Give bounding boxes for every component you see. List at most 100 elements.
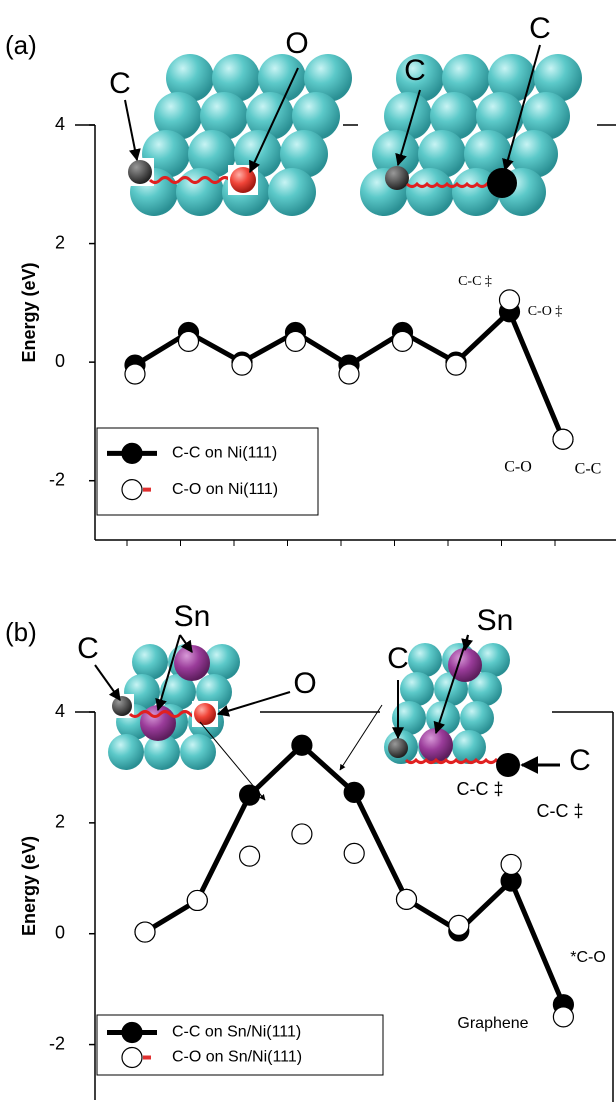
atom-sphere [400,672,434,706]
structure-images [94,44,582,801]
arrow [124,99,141,162]
data-point [343,842,365,864]
panel-label: (a) [5,30,37,60]
annotation: C-C ‡ [536,801,583,821]
atom-sphere [176,168,224,216]
atom-label: C [529,12,551,45]
atom-sphere [280,130,328,178]
atom [230,167,256,193]
atom-sphere [452,730,486,764]
data-point [284,330,307,352]
atom-sphere [442,54,490,102]
atom-sphere [268,168,316,216]
bond-path [404,757,508,764]
atom-label: Sn [174,600,211,633]
data-point [552,1006,575,1028]
atom-sphere [160,674,196,710]
data-point [395,888,418,910]
y-tick-label: 0 [55,351,65,371]
y-tick-label: 0 [55,922,65,942]
atom [388,738,408,758]
y-tick-label: 2 [55,232,65,252]
data-point [291,734,313,756]
data-point [445,354,467,376]
atom-sphere [258,54,306,102]
plots: -2 0 2 4 Energy (eV) (a) C-C on Ni(111) C-O on … [5,12,616,1102]
legend-box [96,1014,384,1076]
annotation: C-C ‡ [456,779,503,799]
atom-sphere [476,92,524,140]
legend-marker [121,442,143,464]
arrow [155,634,181,712]
atom-label: C [387,642,409,675]
atom-sphere [180,734,216,770]
atom [112,696,132,716]
y-tick-label: 4 [55,701,65,721]
y-tick-label: -2 [49,469,65,489]
data-point [231,354,253,376]
legend-label: C-O on Ni(111) [172,481,278,498]
atom [128,160,152,184]
bond-path [128,710,202,718]
annotation: C-C [575,461,602,478]
legend-label: C-C on Sn/Ni(111) [172,1024,301,1041]
y-tick-label: -2 [49,1033,65,1053]
legend-label: C-O on Sn/Ni(111) [172,1049,302,1066]
atom-sphere [212,54,260,102]
legend-marker [121,479,143,501]
atom [487,168,517,198]
atom-sphere [468,672,502,706]
atom-sphere [396,54,444,102]
atom-sphere [510,130,558,178]
data-point [500,853,522,876]
atom-sphere [488,54,536,102]
atom-label: O [293,667,316,700]
arrow [216,691,291,717]
arrow [179,634,193,653]
atom-label: Sn [477,604,514,637]
arrow [339,704,383,771]
atom [385,166,409,190]
atom-label: O [285,27,308,60]
atom-sphere [418,130,466,178]
atom-sphere [522,92,570,140]
y-tick-label: 2 [55,812,65,832]
data-point [134,921,156,943]
atom [194,703,216,725]
data-point [552,428,574,450]
atom-label: C [404,54,426,87]
atom-sphere [460,701,494,735]
data-point [239,784,261,806]
data-point [239,845,261,867]
atom-sphere [292,92,340,140]
atom-sphere [408,643,442,677]
arrow [249,67,299,174]
data-point [291,823,313,845]
atom-sphere [166,54,214,102]
y-tick-label: 4 [55,114,65,134]
atom-sphere [204,644,240,680]
atom-sphere [154,92,202,140]
data-point [391,330,414,352]
atom-sphere [108,734,144,770]
legend-marker [121,1046,143,1069]
bond-path [405,181,499,188]
atom-label: C [109,67,131,100]
atom-sphere [476,643,510,677]
data-point [448,914,470,937]
panel-label: (b) [5,617,37,647]
annotation: C-O ‡ [528,304,563,319]
annotation: C-C ‡ [458,274,492,289]
arrow [395,89,421,167]
annotation: Graphene [457,1015,528,1032]
atom-label: C [569,744,591,777]
data-point [186,889,208,912]
atom [448,648,482,682]
atom-sphere [188,130,236,178]
data-point [124,363,146,385]
atom-sphere [304,54,352,102]
atom-sphere [464,130,512,178]
data-point [177,330,200,352]
atom [174,645,210,681]
